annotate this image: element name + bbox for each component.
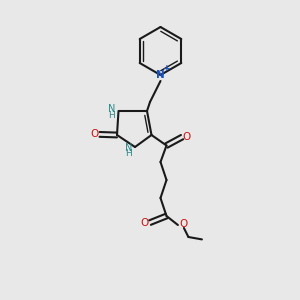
Text: N: N	[108, 104, 116, 115]
Text: O: O	[183, 131, 191, 142]
Text: O: O	[141, 218, 149, 228]
Text: N: N	[125, 142, 132, 153]
Text: H: H	[109, 111, 115, 120]
Text: N: N	[156, 70, 165, 80]
Text: O: O	[90, 129, 99, 140]
Text: O: O	[179, 219, 187, 229]
Text: +: +	[163, 64, 170, 74]
Text: H: H	[125, 148, 132, 158]
